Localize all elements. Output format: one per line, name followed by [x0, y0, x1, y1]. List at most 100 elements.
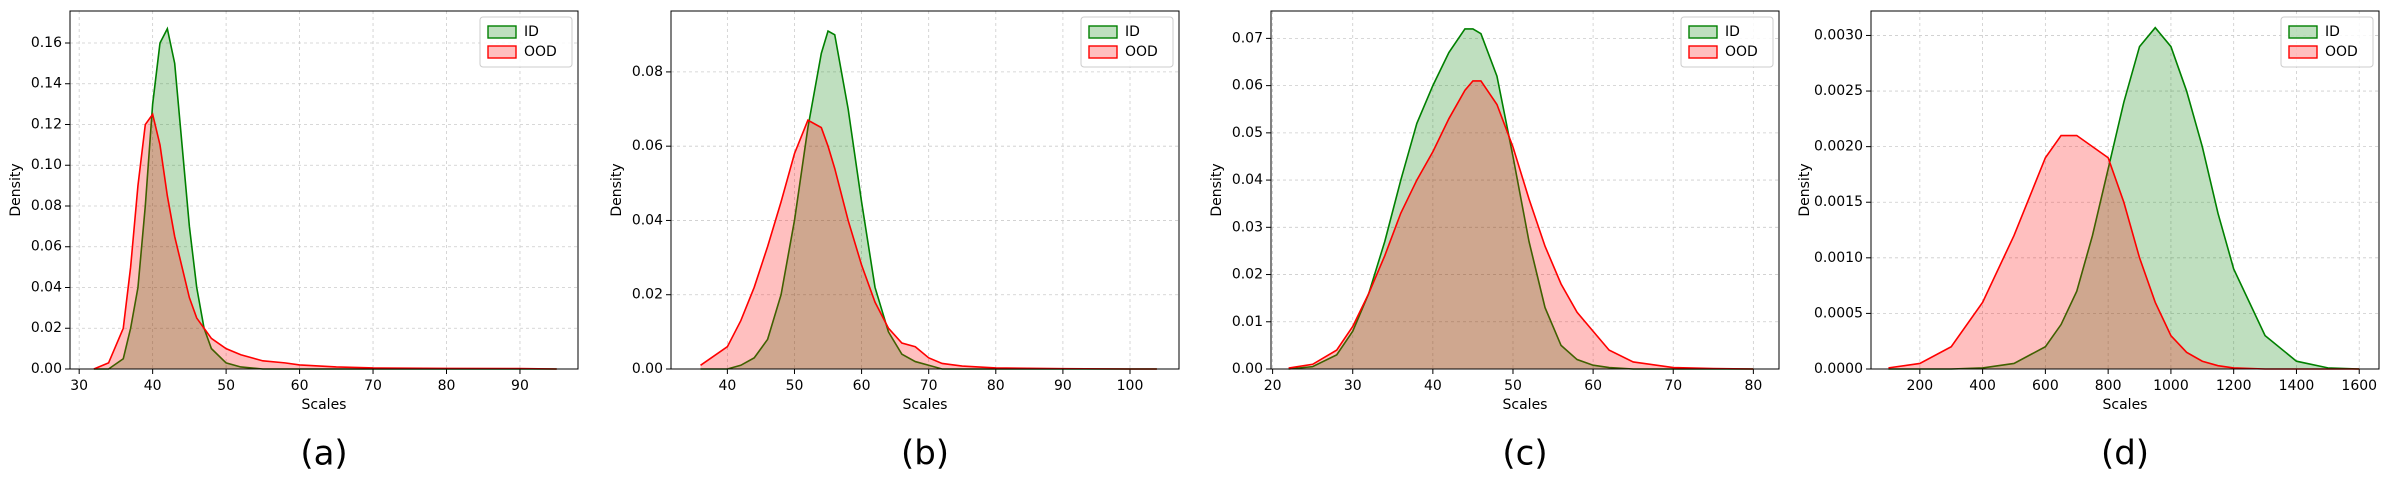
y-tick-label: 0.10 [31, 157, 62, 173]
legend-label: OOD [2325, 44, 2358, 60]
legend-swatch [1688, 45, 1718, 59]
x-axis-label: Scales [903, 397, 948, 413]
density-line [1888, 134, 2360, 370]
x-tick-label: 1400 [2279, 378, 2315, 394]
density-line [1888, 26, 2360, 370]
y-tick-label: 0.03 [1232, 219, 1263, 235]
y-tick-label: 0.0000 [1814, 361, 1863, 377]
x-tick-label: 50 [1504, 378, 1522, 394]
legend-label: OOD [524, 44, 557, 60]
x-tick-label: 400 [1969, 378, 1996, 394]
legend-label: ID [1125, 24, 1140, 40]
x-tick-label: 90 [1054, 378, 1072, 394]
area-fill [1888, 27, 2360, 370]
area-fill [1288, 28, 1754, 369]
x-tick-label: 90 [511, 378, 529, 394]
legend-box [1680, 16, 1774, 68]
area-fill [1888, 135, 2360, 369]
x-tick-label: 60 [291, 378, 309, 394]
y-tick-label: 0.04 [1232, 172, 1263, 188]
y-tick-label: 0.04 [632, 212, 663, 228]
x-tick-label: 70 [920, 378, 938, 394]
area-fill [700, 120, 1157, 370]
x-tick-label: 40 [144, 378, 162, 394]
x-axis-label: Scales [2103, 397, 2148, 413]
legend-label: OOD [1125, 44, 1158, 60]
plot-frame [670, 10, 1180, 370]
legend-swatch [2288, 25, 2318, 39]
x-tick-label: 80 [1744, 378, 1762, 394]
y-tick-label: 0.0020 [1814, 139, 1863, 155]
y-tick-label: 0.0025 [1814, 83, 1863, 99]
y-tick-label: 0.00 [1232, 361, 1263, 377]
x-tick-label: 100 [1117, 378, 1144, 394]
x-tick-label: 70 [1664, 378, 1682, 394]
y-tick-label: 0.12 [31, 116, 62, 132]
y-tick-label: 0.02 [31, 320, 62, 336]
x-tick-label: 50 [217, 378, 235, 394]
y-tick-label: 0.01 [1232, 314, 1263, 330]
x-tick-label: 1600 [2341, 378, 2377, 394]
x-tick-label: 200 [1906, 378, 1933, 394]
legend-swatch [1088, 45, 1118, 59]
area-fill [1288, 80, 1754, 370]
y-tick-label: 0.16 [31, 35, 62, 51]
x-tick-label: 40 [1424, 378, 1442, 394]
density-line [93, 112, 557, 370]
x-tick-label: 800 [2095, 378, 2122, 394]
density-line [1288, 80, 1754, 370]
area-fill [700, 31, 1157, 370]
y-tick-label: 0.07 [1232, 30, 1263, 46]
x-tick-label: 600 [2032, 378, 2059, 394]
legend-label: ID [524, 24, 539, 40]
legend-box [479, 16, 573, 68]
y-tick-label: 0.00 [632, 361, 663, 377]
x-tick-label: 60 [853, 378, 871, 394]
x-tick-label: 60 [1584, 378, 1602, 394]
x-axis-label: Scales [1503, 397, 1548, 413]
y-axis-label: Density [1797, 163, 1813, 216]
y-tick-label: 0.0005 [1814, 305, 1863, 321]
y-axis-label: Density [1209, 163, 1225, 216]
y-tick-label: 0.14 [31, 76, 62, 92]
y-tick-label: 0.02 [1232, 267, 1263, 283]
y-tick-label: 0.06 [632, 138, 663, 154]
x-tick-label: 30 [70, 378, 88, 394]
caption: (c) [1502, 434, 1547, 474]
y-tick-label: 0.00 [31, 361, 62, 377]
plot-frame [1270, 10, 1780, 370]
x-tick-label: 40 [718, 378, 736, 394]
x-tick-label: 1000 [2153, 378, 2189, 394]
plot-frame [1870, 10, 2380, 370]
y-tick-label: 0.0010 [1814, 250, 1863, 266]
y-tick-label: 0.08 [632, 64, 663, 80]
y-axis-label: Density [8, 163, 24, 216]
x-tick-label: 20 [1264, 378, 1282, 394]
x-tick-label: 50 [786, 378, 804, 394]
y-axis-label: Density [609, 163, 625, 216]
legend-label: ID [2325, 24, 2340, 40]
density-line [700, 119, 1157, 370]
caption: (d) [2101, 434, 2149, 474]
x-tick-label: 70 [364, 378, 382, 394]
x-tick-label: 1200 [2216, 378, 2252, 394]
y-tick-label: 0.08 [31, 198, 62, 214]
plot-frame [69, 10, 579, 370]
caption: (b) [901, 434, 949, 474]
y-tick-label: 0.0015 [1814, 194, 1863, 210]
x-tick-label: 80 [438, 378, 456, 394]
area-fill [93, 114, 557, 369]
y-tick-label: 0.06 [1232, 78, 1263, 94]
legend-swatch [1088, 25, 1118, 39]
legend-swatch [487, 45, 517, 59]
x-tick-label: 30 [1344, 378, 1362, 394]
legend-box [2280, 16, 2374, 68]
y-tick-label: 0.04 [31, 279, 62, 295]
y-tick-label: 0.0030 [1814, 27, 1863, 43]
y-tick-label: 0.05 [1232, 125, 1263, 141]
legend-swatch [1688, 25, 1718, 39]
legend-box [1080, 16, 1174, 68]
x-tick-label: 80 [987, 378, 1005, 394]
legend-swatch [2288, 45, 2318, 59]
